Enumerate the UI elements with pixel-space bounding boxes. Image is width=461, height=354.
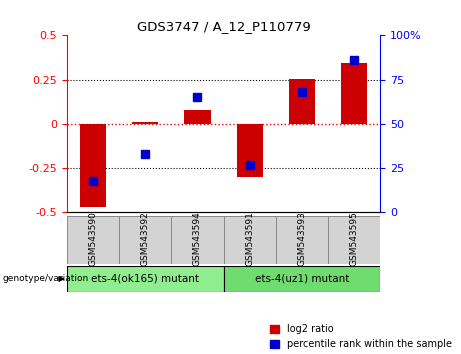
Bar <box>276 216 328 264</box>
Text: ets-4(uz1) mutant: ets-4(uz1) mutant <box>255 274 349 284</box>
Bar <box>289 79 315 124</box>
Bar <box>224 266 380 292</box>
Title: GDS3747 / A_12_P110779: GDS3747 / A_12_P110779 <box>137 20 310 33</box>
Text: GSM543594: GSM543594 <box>193 211 202 266</box>
Bar <box>328 216 380 264</box>
Bar <box>341 63 367 124</box>
Text: GSM543595: GSM543595 <box>350 211 359 266</box>
Text: GSM543590: GSM543590 <box>89 211 97 266</box>
Text: genotype/variation: genotype/variation <box>2 274 89 284</box>
Text: GSM543592: GSM543592 <box>141 211 150 266</box>
Bar <box>67 266 224 292</box>
Text: GSM543593: GSM543593 <box>297 211 307 266</box>
Legend: log2 ratio, percentile rank within the sample: log2 ratio, percentile rank within the s… <box>270 324 451 349</box>
Bar <box>67 216 119 264</box>
Bar <box>224 216 276 264</box>
Text: GSM543591: GSM543591 <box>245 211 254 266</box>
Bar <box>80 124 106 207</box>
Bar <box>171 216 224 264</box>
Bar <box>184 110 211 124</box>
Bar <box>236 124 263 177</box>
Bar <box>132 122 158 124</box>
Bar <box>119 216 171 264</box>
Text: ets-4(ok165) mutant: ets-4(ok165) mutant <box>91 274 199 284</box>
